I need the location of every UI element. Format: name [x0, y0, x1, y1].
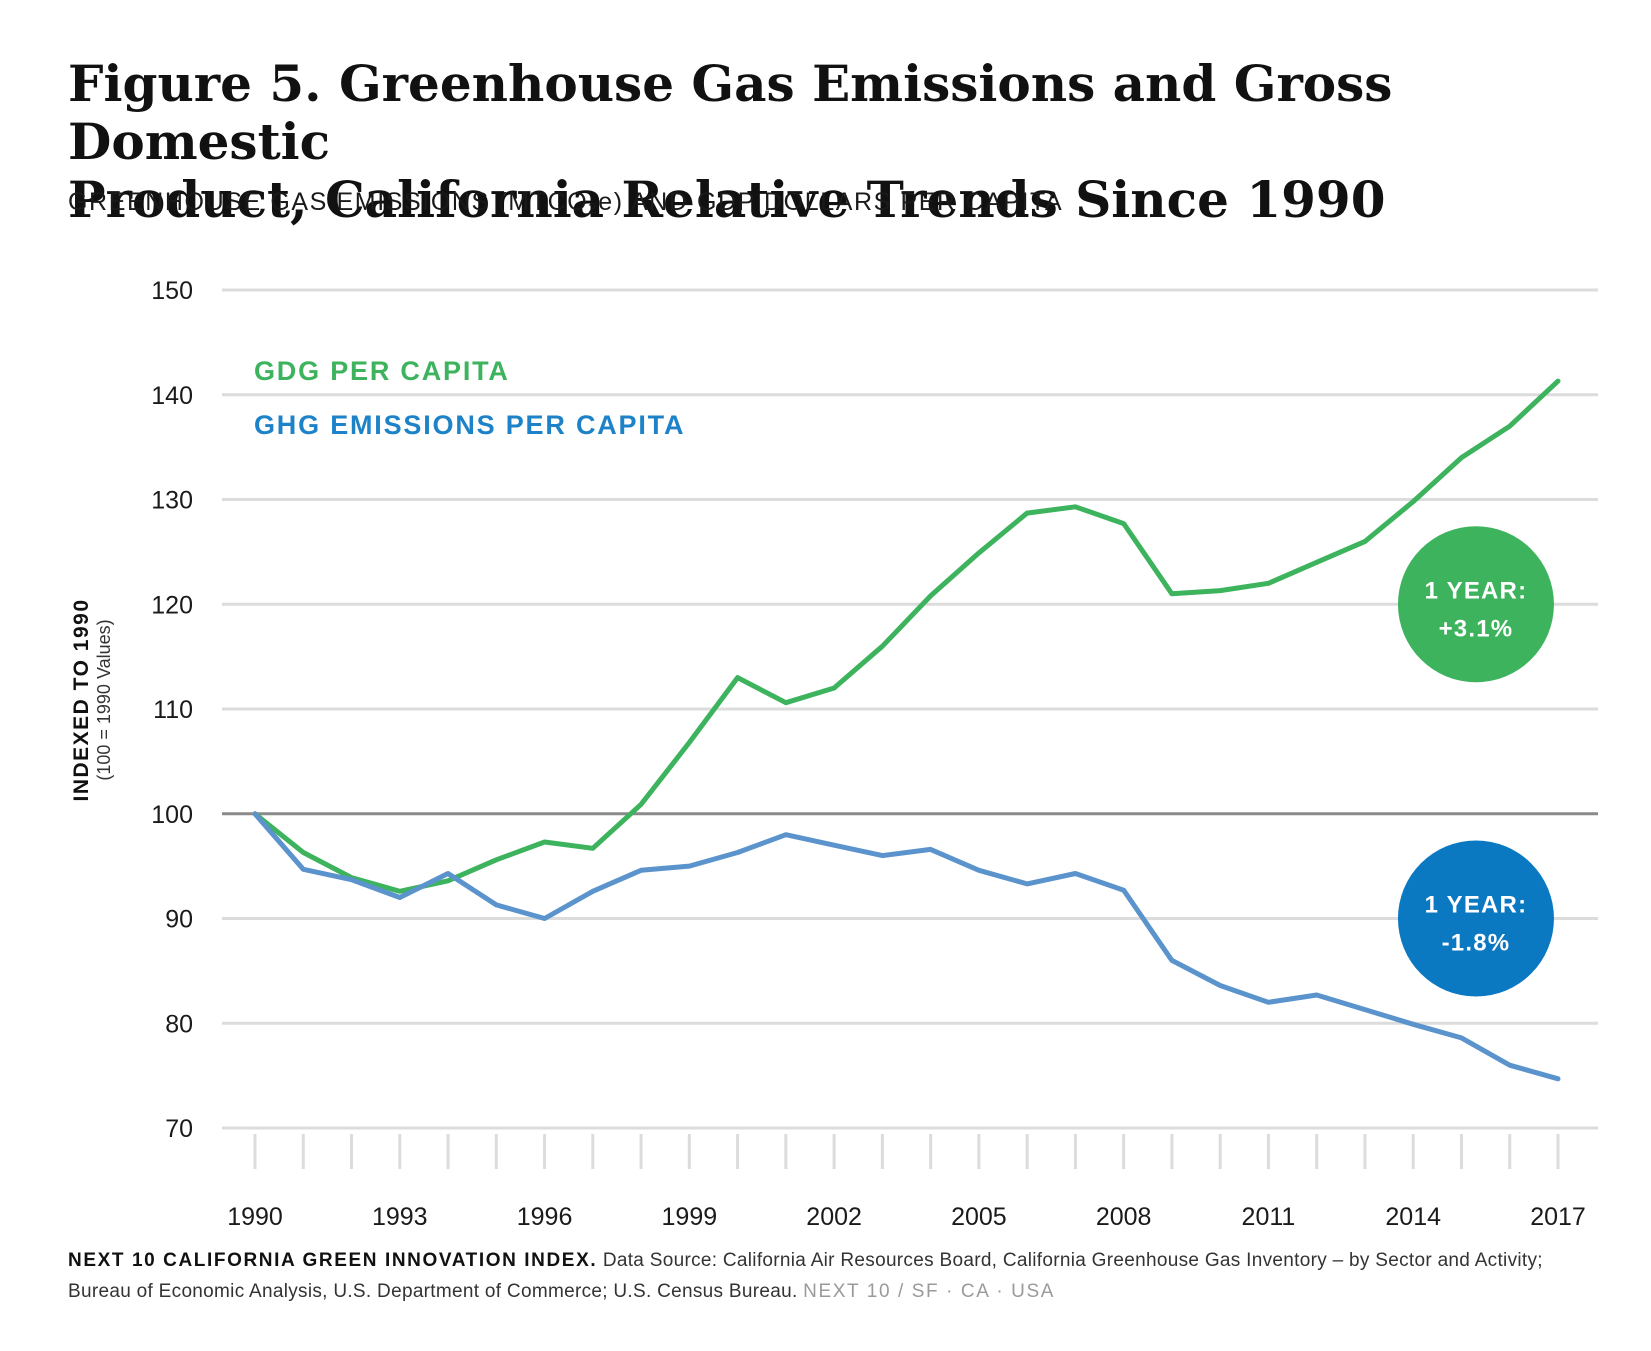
- legend: GDG PER CAPITA GHG EMISSIONS PER CAPITA: [254, 356, 685, 440]
- x-tick-label: 2005: [951, 1203, 1007, 1231]
- y-axis-subtitle: (100 = 1990 Values): [94, 619, 114, 780]
- footer-index-name: NEXT 10 CALIFORNIA GREEN INNOVATION INDE…: [68, 1250, 598, 1271]
- y-tick-label: 110: [153, 696, 193, 724]
- annotation-badges: 1 YEAR: +3.1% 1 YEAR: -1.8%: [1397, 526, 1554, 997]
- gridlines: [222, 288, 1598, 1130]
- y-tick-label: 100: [151, 801, 193, 829]
- ghg-emissions-line: [252, 811, 1561, 1082]
- series-lines: [252, 378, 1561, 1082]
- y-tick-label: 130: [151, 487, 193, 515]
- y-axis-title: INDEXED TO 1990: [70, 598, 93, 801]
- footer-brand: NEXT 10 / SF · CA · USA: [803, 1281, 1056, 1302]
- badge-label: 1 YEAR:: [1425, 577, 1528, 604]
- subtitle-text-start: GREENHOUSE GAS EMISSIONS (MTCO: [68, 188, 589, 216]
- legend-gdp-per-capita: GDG PER CAPITA: [254, 356, 510, 386]
- subtitle-text-end: e) AND GDP DOLLARS PER CAPITA: [598, 188, 1064, 216]
- axes: 70 80 90 100 110 120 130 140 150 1990 1993 1996 1999…: [70, 277, 1586, 1231]
- badge-circle: [1397, 840, 1554, 997]
- chart-subtitle: GREENHOUSE GAS EMISSIONS (MTCO2e) AND GD…: [68, 188, 1063, 217]
- x-tick-label: 1990: [227, 1203, 283, 1231]
- y-tick-label: 90: [165, 906, 193, 934]
- chart-footer: NEXT 10 CALIFORNIA GREEN INNOVATION INDE…: [68, 1245, 1588, 1307]
- y-tick-label: 120: [151, 591, 193, 619]
- y-tick-label: 80: [165, 1010, 193, 1038]
- x-tick-label: 1999: [662, 1203, 718, 1231]
- chart-title-line-1: Figure 5. Greenhouse Gas Emissions and G…: [68, 54, 1393, 171]
- x-tick-label: 2011: [1242, 1203, 1296, 1231]
- badge-value: +3.1%: [1439, 615, 1514, 642]
- ghg-one-year-badge: 1 YEAR: -1.8%: [1397, 840, 1554, 997]
- chart-title: Figure 5. Greenhouse Gas Emissions and G…: [68, 55, 1588, 229]
- x-tick-label: 2014: [1385, 1203, 1441, 1231]
- x-tick-label: 2008: [1096, 1203, 1152, 1231]
- legend-ghg-emissions: GHG EMISSIONS PER CAPITA: [254, 410, 685, 440]
- y-tick-label: 70: [165, 1115, 193, 1143]
- gdp-per-capita-line: [252, 378, 1561, 894]
- y-tick-label: 150: [151, 277, 193, 305]
- badge-label: 1 YEAR:: [1425, 892, 1528, 919]
- x-tick-label: 1996: [517, 1203, 573, 1231]
- gdp-one-year-badge: 1 YEAR: +3.1%: [1397, 526, 1554, 683]
- y-tick-label: 140: [151, 382, 193, 410]
- badge-value: -1.8%: [1442, 930, 1511, 957]
- badge-circle: [1397, 526, 1554, 683]
- subtitle-subscript: 2: [588, 200, 599, 217]
- footer-source: Data Source: California Air Resources Bo…: [68, 1250, 1543, 1302]
- x-tick-label: 2002: [806, 1203, 862, 1231]
- chart-title-line-2: Product, California Relative Trends Sinc…: [68, 170, 1386, 229]
- x-tick-label: 1993: [372, 1203, 428, 1231]
- x-tick-label: 2017: [1530, 1203, 1586, 1231]
